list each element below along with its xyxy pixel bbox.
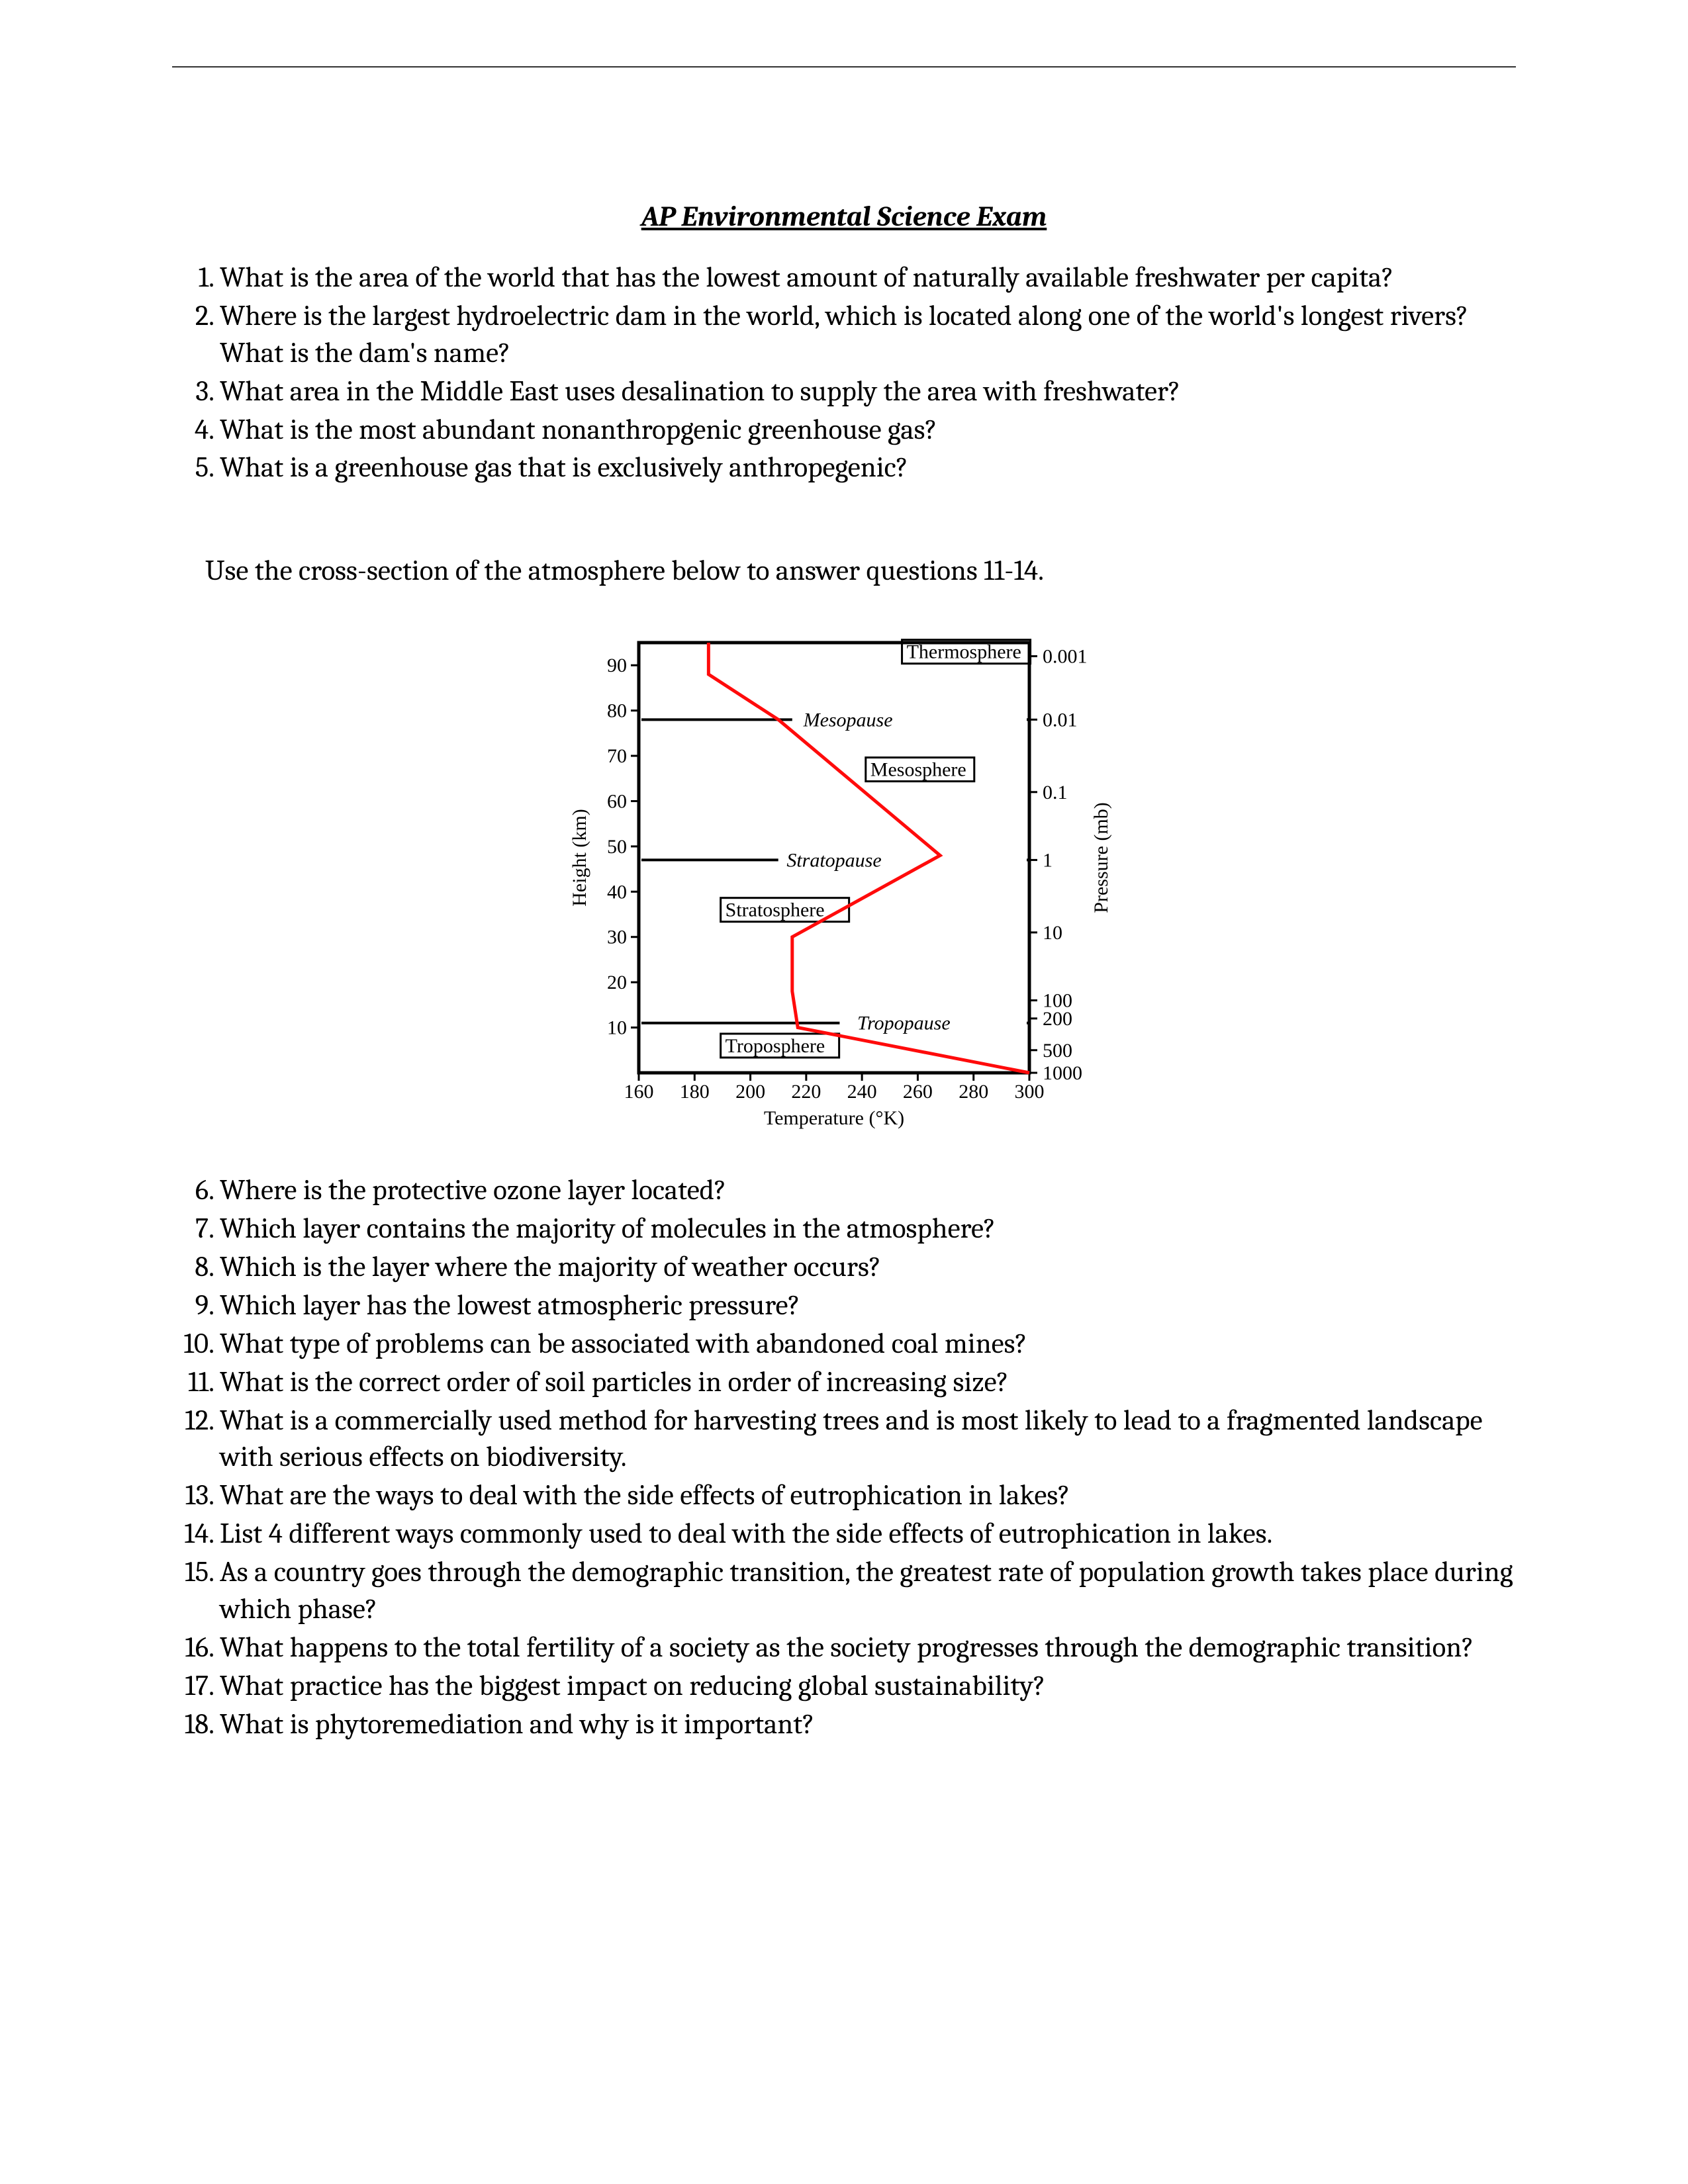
svg-text:10: 10 (607, 1017, 627, 1039)
svg-text:Troposphere: Troposphere (726, 1035, 825, 1057)
question-item: 13.What are the ways to deal with the si… (172, 1477, 1516, 1514)
question-text: What happens to the total fertility of a… (220, 1629, 1516, 1666)
question-number: 9. (172, 1287, 220, 1324)
svg-text:200: 200 (1043, 1008, 1072, 1030)
svg-text:40: 40 (607, 882, 627, 903)
question-text: What type of problems can be associated … (220, 1326, 1516, 1363)
svg-text:Tropopause: Tropopause (857, 1013, 951, 1034)
svg-text:Temperature (°K): Temperature (°K) (764, 1107, 904, 1129)
svg-text:80: 80 (607, 700, 627, 722)
svg-text:30: 30 (607, 927, 627, 948)
question-number: 10. (172, 1326, 220, 1363)
svg-text:90: 90 (607, 655, 627, 676)
question-text: What are the ways to deal with the side … (220, 1477, 1516, 1514)
svg-text:1000: 1000 (1043, 1062, 1082, 1084)
svg-text:Stratopause: Stratopause (786, 850, 881, 872)
question-item: 9.Which layer has the lowest atmospheric… (172, 1287, 1516, 1324)
question-item: 10.What type of problems can be associat… (172, 1326, 1516, 1363)
chart-instruction: Use the cross-section of the atmosphere … (205, 553, 1516, 590)
question-item: 2.Where is the largest hydroelectric dam… (172, 298, 1516, 372)
svg-text:160: 160 (624, 1081, 654, 1103)
question-number: 12. (172, 1402, 220, 1477)
question-item: 3.What area in the Middle East uses desa… (172, 373, 1516, 410)
question-number: 6. (172, 1172, 220, 1209)
question-number: 11. (172, 1364, 220, 1401)
svg-text:Mesosphere: Mesosphere (870, 759, 966, 781)
question-text: What is a greenhouse gas that is exclusi… (220, 449, 1516, 486)
svg-text:20: 20 (607, 972, 627, 993)
question-number: 15. (172, 1554, 220, 1628)
svg-text:220: 220 (791, 1081, 821, 1103)
question-text: List 4 different ways commonly used to d… (220, 1516, 1516, 1553)
question-number: 14. (172, 1516, 220, 1553)
svg-text:0.001: 0.001 (1043, 646, 1088, 668)
question-number: 13. (172, 1477, 220, 1514)
question-number: 8. (172, 1249, 220, 1286)
question-item: 4.What is the most abundant nonanthropge… (172, 412, 1516, 449)
question-number: 16. (172, 1629, 220, 1666)
question-text: Where is the largest hydroelectric dam i… (220, 298, 1516, 372)
question-item: 8. Which is the layer where the majority… (172, 1249, 1516, 1286)
question-text: What is phytoremediation and why is it i… (220, 1706, 1516, 1743)
svg-text:260: 260 (903, 1081, 933, 1103)
question-text: What is the area of the world that has t… (220, 259, 1516, 296)
question-item: 14.List 4 different ways commonly used t… (172, 1516, 1516, 1553)
page-title: AP Environmental Science Exam (172, 200, 1516, 233)
question-text: Which layer contains the majority of mol… (220, 1210, 1516, 1248)
svg-text:0.01: 0.01 (1043, 709, 1078, 731)
question-item: 17.What practice has the biggest impact … (172, 1668, 1516, 1705)
question-item: 18.What is phytoremediation and why is i… (172, 1706, 1516, 1743)
question-text: What practice has the biggest impact on … (220, 1668, 1516, 1705)
question-item: 11.What is the correct order of soil par… (172, 1364, 1516, 1401)
svg-text:0.1: 0.1 (1043, 782, 1068, 803)
top-rule (172, 66, 1516, 68)
svg-text:280: 280 (959, 1081, 988, 1103)
svg-text:240: 240 (847, 1081, 877, 1103)
question-text: What is a commercially used method for h… (220, 1402, 1516, 1477)
question-text: What area in the Middle East uses desali… (220, 373, 1516, 410)
svg-text:70: 70 (607, 745, 627, 767)
svg-text:300: 300 (1015, 1081, 1045, 1103)
svg-text:180: 180 (680, 1081, 710, 1103)
question-item: 16.What happens to the total fertility o… (172, 1629, 1516, 1666)
question-text: Where is the protective ozone layer loca… (220, 1172, 1516, 1209)
question-item: 15.As a country goes through the demogra… (172, 1554, 1516, 1628)
svg-text:Pressure (mb): Pressure (mb) (1090, 803, 1112, 913)
question-item: 5.What is a greenhouse gas that is exclu… (172, 449, 1516, 486)
questions-bottom: 6. Where is the protective ozone layer l… (172, 1172, 1516, 1743)
question-number: 4. (172, 412, 220, 449)
svg-text:Stratosphere: Stratosphere (726, 899, 825, 921)
question-item: 1.What is the area of the world that has… (172, 259, 1516, 296)
question-text: Which is the layer where the majority of… (220, 1249, 1516, 1286)
question-number: 7. (172, 1210, 220, 1248)
svg-text:Thermosphere: Thermosphere (907, 641, 1021, 663)
svg-text:10: 10 (1043, 922, 1062, 944)
svg-text:50: 50 (607, 836, 627, 858)
svg-text:60: 60 (607, 791, 627, 813)
question-item: 6. Where is the protective ozone layer l… (172, 1172, 1516, 1209)
svg-text:500: 500 (1043, 1040, 1072, 1062)
svg-text:Mesopause: Mesopause (803, 709, 893, 731)
question-number: 2. (172, 298, 220, 372)
question-item: 12.What is a commercially used method fo… (172, 1402, 1516, 1477)
question-text: As a country goes through the demographi… (220, 1554, 1516, 1628)
question-number: 3. (172, 373, 220, 410)
atmosphere-chart-wrap: 160180200220240260280300Temperature (°K)… (172, 616, 1516, 1159)
atmosphere-chart: 160180200220240260280300Temperature (°K)… (539, 616, 1149, 1159)
svg-text:1: 1 (1043, 850, 1053, 872)
question-text: What is the most abundant nonanthropgeni… (220, 412, 1516, 449)
svg-text:200: 200 (735, 1081, 765, 1103)
question-text: Which layer has the lowest atmospheric p… (220, 1287, 1516, 1324)
question-number: 5. (172, 449, 220, 486)
svg-text:Height (km): Height (km) (569, 809, 590, 907)
questions-top: 1.What is the area of the world that has… (172, 259, 1516, 486)
question-number: 1. (172, 259, 220, 296)
question-number: 17. (172, 1668, 220, 1705)
question-item: 7.Which layer contains the majority of m… (172, 1210, 1516, 1248)
question-text: What is the correct order of soil partic… (220, 1364, 1516, 1401)
question-number: 18. (172, 1706, 220, 1743)
